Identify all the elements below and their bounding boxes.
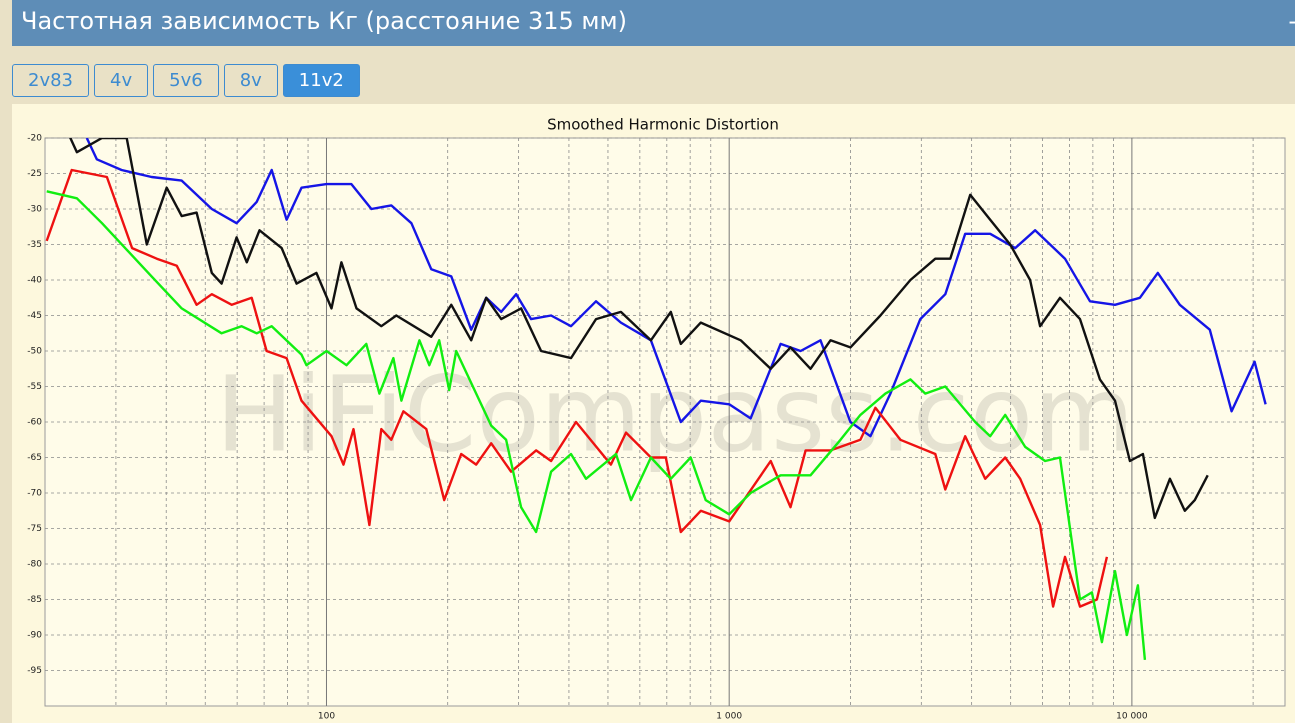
series-line [85,138,1267,438]
chart-title: Smoothed Harmonic Distortion [547,116,779,134]
series-group [45,138,1267,661]
y-tick-label: -50 [27,347,42,357]
y-tick-label: -25 [27,169,42,179]
tab-button[interactable]: 2v83 [12,64,90,97]
y-tick-label: -70 [27,489,42,499]
tab-bar: 2v83 4v 5v6 8v 11v2 [12,64,360,97]
y-tick-label: -65 [27,453,42,463]
y-tick-label: -35 [27,240,42,250]
y-tick-label: -75 [27,524,42,534]
y-tick-label: -40 [27,276,42,286]
header-title: Частотная зависимость Кг (расстояние 315… [21,7,627,35]
y-tick-label: -55 [27,382,42,392]
y-tick-label: -45 [27,311,42,321]
series-line [45,168,1109,608]
collapse-icon[interactable]: - [1288,7,1295,35]
y-tick-label: -60 [27,418,42,428]
chart: Smoothed Harmonic Distortion HiFiCompass… [12,104,1295,723]
tab-button[interactable]: 11v2 [282,64,360,97]
y-tick-label: -30 [27,205,42,215]
header: Частотная зависимость Кг (расстояние 315… [12,0,1295,46]
y-tick-label: -20 [27,134,42,144]
series-line [69,138,1209,520]
y-tick-label: -95 [27,666,42,676]
y-tick-label: -85 [27,595,42,605]
x-tick-label: 100 [318,712,335,722]
y-tick-label: -80 [27,560,42,570]
tab-button[interactable]: 4v [94,64,149,97]
series-line [46,190,1147,661]
x-tick-label: 1 000 [716,712,742,722]
tab-button[interactable]: 8v [223,64,278,97]
tab-button[interactable]: 5v6 [153,64,219,97]
x-tick-label: 10 000 [1116,712,1148,722]
watermark: HiFiCompass.com [215,353,1134,475]
y-tick-label: -90 [27,631,42,641]
